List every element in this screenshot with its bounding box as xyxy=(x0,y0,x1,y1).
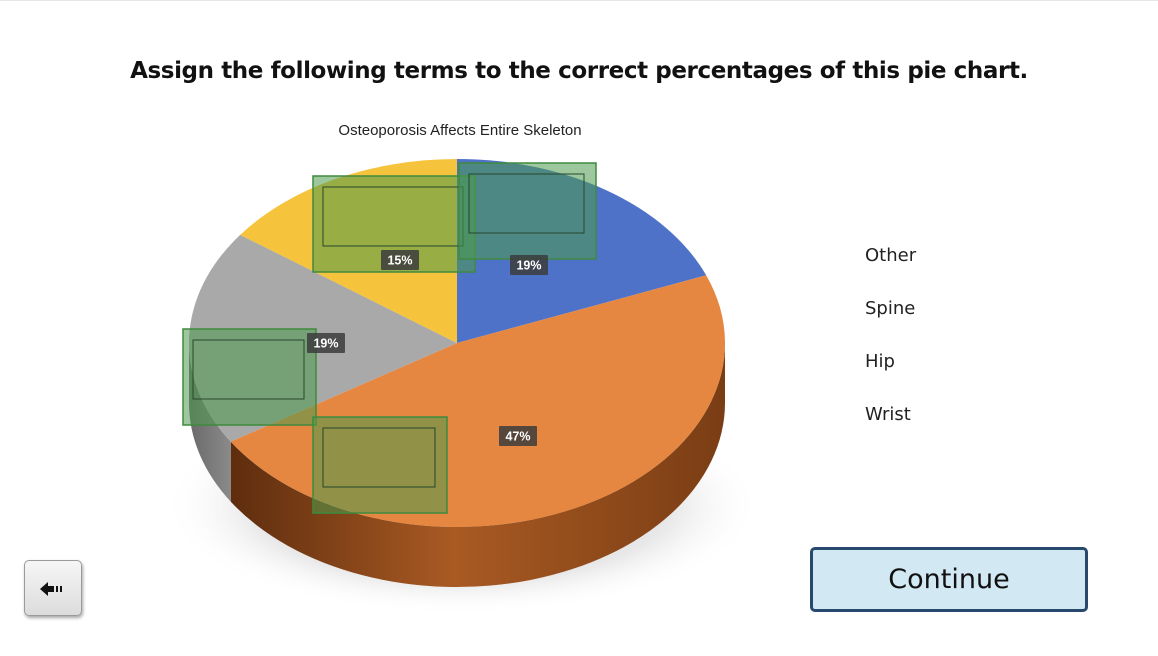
drop-zone-gray[interactable] xyxy=(182,328,317,426)
term-hip[interactable]: Hip xyxy=(865,351,895,372)
drop-zone-gray-slot xyxy=(192,339,305,400)
drop-zone-orange[interactable] xyxy=(312,416,448,514)
data-label-slice-orange: 47% xyxy=(499,426,537,446)
back-button[interactable] xyxy=(24,560,82,616)
data-label-text: 15% xyxy=(387,254,412,268)
term-spine[interactable]: Spine xyxy=(865,298,916,319)
back-arrow-icon xyxy=(40,582,62,596)
slice-labels: 19% 47% 19% 15% xyxy=(307,250,548,446)
slice-orange-side xyxy=(230,343,725,587)
drop-zone-blue[interactable] xyxy=(458,162,597,260)
data-label-text: 19% xyxy=(516,259,541,273)
drop-zone-orange-slot xyxy=(322,427,436,488)
data-label-text: 47% xyxy=(505,430,530,444)
data-label-bg xyxy=(307,333,345,353)
data-label-bg xyxy=(381,250,419,270)
drop-zone-gray-area xyxy=(182,328,317,426)
term-other[interactable]: Other xyxy=(865,245,917,266)
chart-title: Osteoporosis Affects Entire Skeleton xyxy=(338,122,582,139)
data-label-text: 19% xyxy=(313,337,338,351)
instruction-heading: Assign the following terms to the correc… xyxy=(130,58,1028,84)
drop-zone-orange-area xyxy=(312,416,448,514)
data-label-bg xyxy=(510,255,548,275)
continue-button[interactable]: Continue xyxy=(810,547,1088,612)
data-label-bg xyxy=(499,426,537,446)
top-divider xyxy=(0,0,1158,1)
data-label-slice-gray: 19% xyxy=(307,333,345,353)
data-label-slice-blue: 19% xyxy=(510,255,548,275)
term-wrist[interactable]: Wrist xyxy=(865,404,911,425)
data-label-slice-yellow: 15% xyxy=(381,250,419,270)
drop-zone-blue-slot xyxy=(468,173,585,234)
drop-zones xyxy=(182,162,597,514)
drop-zone-blue-area xyxy=(458,162,597,260)
